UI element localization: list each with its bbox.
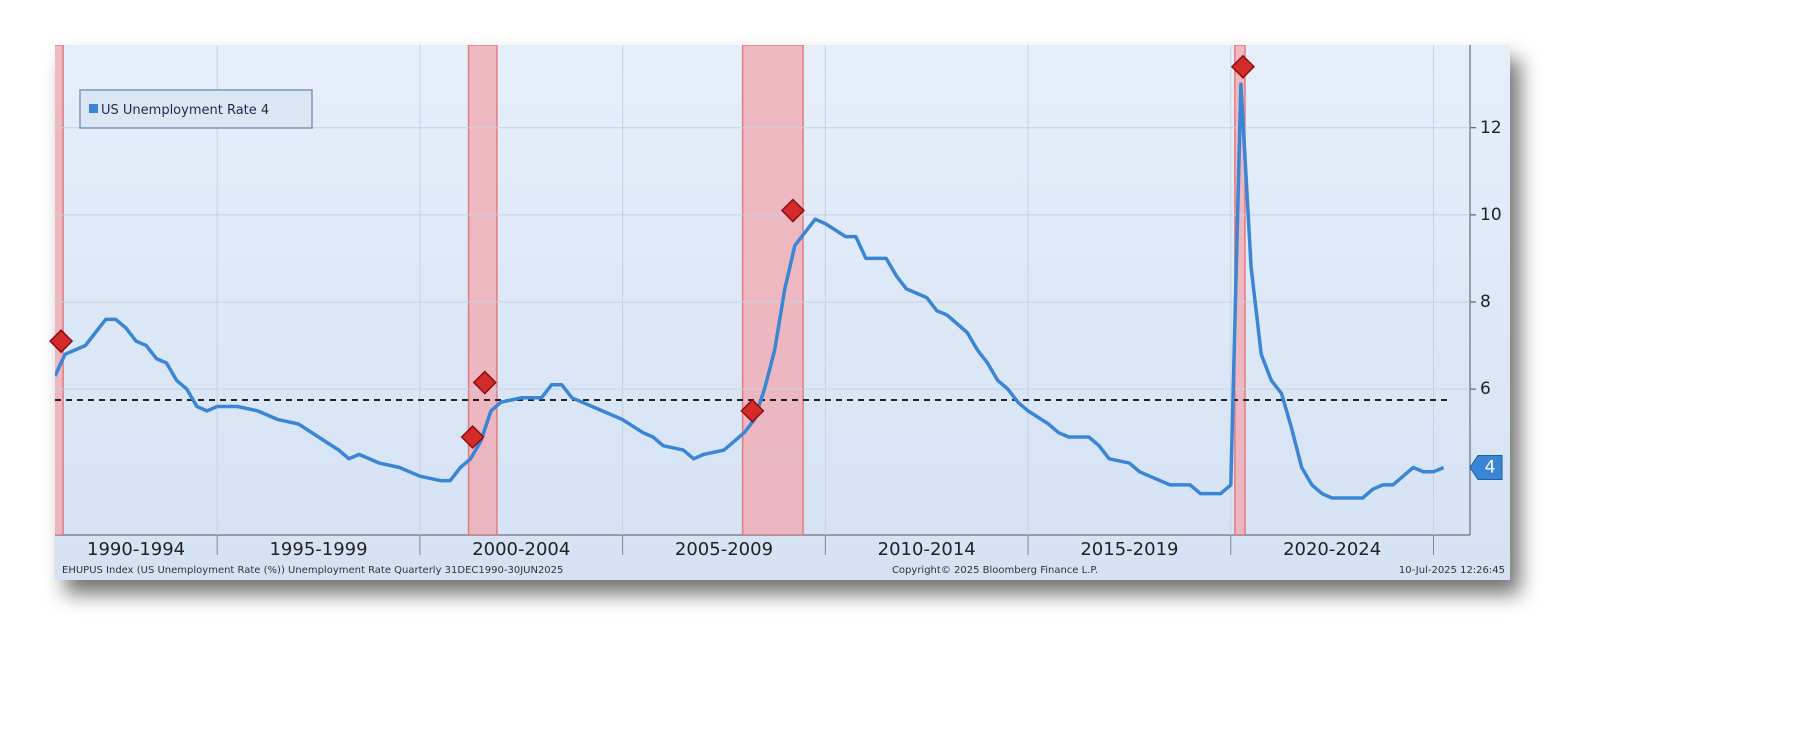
x-period-label: 1990-1994: [87, 539, 185, 560]
last-value-box: [1469, 454, 1503, 480]
x-period-label: 1995-1999: [269, 539, 367, 560]
plot-area: [55, 45, 1470, 535]
recession-band: [741, 45, 804, 535]
event-marker: [460, 424, 485, 450]
legend-last-value: 4: [261, 103, 269, 118]
y-tick-label: 8: [1480, 292, 1491, 312]
y-tick-label: 12: [1480, 118, 1502, 138]
event-marker: [49, 329, 74, 354]
overlay: 4US Unemployment Rate 4: [49, 54, 1503, 480]
x-period-label: 2010-2014: [878, 539, 976, 560]
line-series: [55, 82, 1445, 500]
x-period-label: 2015-2019: [1080, 539, 1178, 560]
legend-swatch: [89, 104, 98, 113]
legend-label: US Unemployment Rate 4: [101, 103, 269, 118]
y-tick-label: 6: [1480, 379, 1491, 399]
last-value-label: 4: [1485, 457, 1496, 477]
event-marker: [1230, 54, 1256, 79]
event-marker: [740, 398, 765, 423]
footer-copyright: Copyright© 2025 Bloomberg Finance L.P.: [892, 565, 1098, 576]
x-period-label: 2005-2009: [675, 539, 773, 560]
footer-timestamp: 10-Jul-2025 12:26:45: [1399, 565, 1505, 576]
legend-name: US Unemployment Rate: [101, 103, 257, 118]
legend-box: [79, 89, 313, 129]
event-marker: [780, 198, 805, 223]
footer-source: EHUPUS Index (US Unemployment Rate (%)) …: [62, 565, 563, 576]
x-period-label: 2020-2024: [1283, 539, 1381, 560]
x-period-label: 2000-2004: [472, 539, 570, 560]
recession-band: [55, 45, 64, 535]
recession-band: [467, 45, 498, 535]
event-marker: [472, 370, 497, 395]
y-tick-label: 10: [1480, 205, 1502, 225]
